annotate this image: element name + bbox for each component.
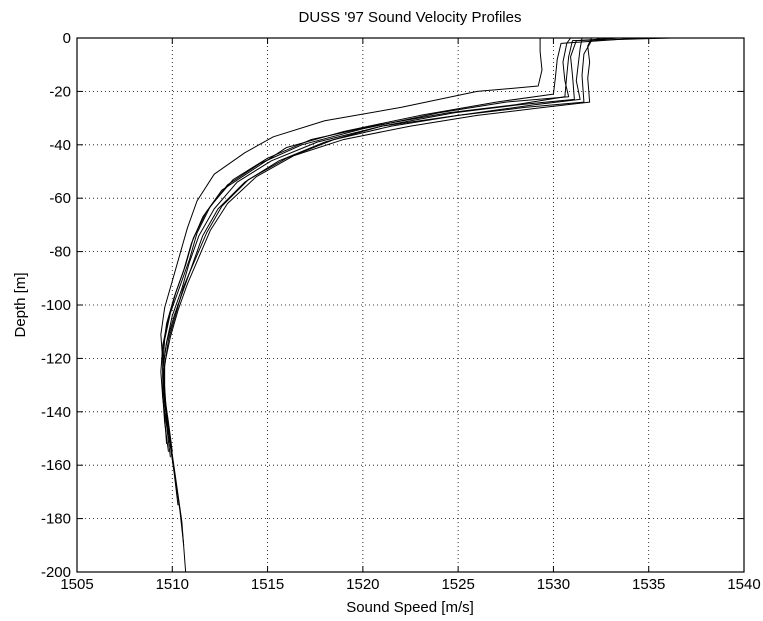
profile-line-4 (162, 37, 583, 452)
x-tick-label: 1540 (727, 576, 760, 593)
profile-line-1 (160, 38, 543, 573)
y-tick-label: 0 (63, 30, 71, 47)
y-axis-label: Depth [m] (12, 272, 29, 337)
y-tick-label: -100 (41, 297, 71, 314)
x-tick-label: 1535 (632, 576, 665, 593)
x-tick-label: 1525 (441, 576, 474, 593)
y-tick-label: -40 (49, 137, 71, 154)
chart-title: DUSS '97 Sound Velocity Profiles (299, 9, 522, 26)
plot-series (160, 37, 672, 573)
axis-ticks: 1505 1510 1515 1520 1525 1530 1535 1540 0 -20 -40 -… (41, 30, 761, 593)
profile-line-6 (160, 37, 571, 458)
y-tick-label: -160 (41, 457, 71, 474)
profile-line-7 (164, 37, 602, 447)
x-tick-label: 1505 (60, 576, 93, 593)
profile-line-5 (162, 37, 592, 444)
grid-lines (77, 38, 744, 572)
profile-line-3 (162, 37, 672, 506)
x-tick-label: 1515 (251, 576, 284, 593)
x-tick-label: 1520 (346, 576, 379, 593)
profile-line-8 (162, 37, 621, 452)
x-axis-label: Sound Speed [m/s] (346, 599, 474, 616)
y-tick-label: -60 (49, 190, 71, 207)
profile-line-2 (162, 37, 640, 546)
y-tick-label: -20 (49, 83, 71, 100)
y-tick-label: -180 (41, 511, 71, 528)
y-tick-label: -80 (49, 244, 71, 261)
y-tick-label: -140 (41, 404, 71, 421)
y-tick-label: -200 (41, 564, 71, 581)
x-tick-label: 1510 (156, 576, 189, 593)
x-tick-label: 1530 (537, 576, 570, 593)
y-tick-label: -120 (41, 350, 71, 367)
